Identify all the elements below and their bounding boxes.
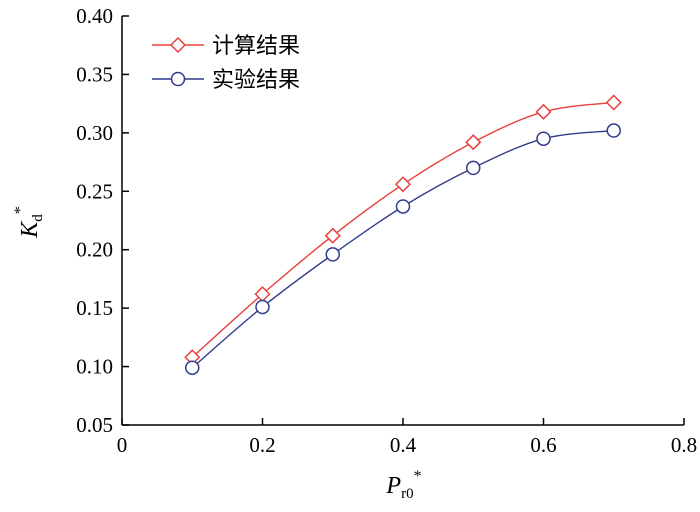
legend-marker — [169, 36, 187, 54]
axes: 0 0.2 0.4 0.6 0.8 0.05 0.10 0.15 0.20 0.25 0.30 0.3… — [76, 4, 697, 457]
data-point — [255, 299, 270, 315]
series-1 — [184, 94, 622, 366]
x-tick-label: 0.8 — [671, 433, 697, 457]
data-point — [536, 131, 551, 146]
legend-item-2: 实验结果 — [152, 68, 300, 93]
legend-label: 计算结果 — [212, 34, 300, 59]
data-point — [606, 123, 621, 138]
series-line — [191, 101, 614, 358]
x-tick-label: 0.6 — [530, 433, 556, 457]
data-point — [324, 227, 341, 244]
data-point — [466, 160, 481, 176]
data-point — [395, 199, 411, 214]
y-axis-title: Kd* — [12, 206, 46, 239]
data-point — [605, 94, 622, 111]
y-tick-label: 0.20 — [76, 238, 113, 262]
x-axis-title: Pr0* — [385, 468, 421, 502]
y-tick-label: 0.40 — [76, 4, 113, 28]
legend-marker — [170, 71, 186, 87]
series-2 — [185, 123, 621, 375]
series-line — [191, 129, 614, 369]
axis-titles: Pr0* Kd* — [12, 206, 422, 502]
data-point — [465, 134, 482, 151]
data-point — [535, 103, 552, 120]
legend-item-1: 计算结果 — [152, 34, 300, 59]
x-tick-label: 0.2 — [249, 433, 275, 457]
legend-label: 实验结果 — [212, 68, 300, 93]
y-tick-label: 0.10 — [76, 355, 113, 379]
x-tick-label: 0.4 — [390, 433, 417, 457]
y-tick-label: 0.25 — [76, 179, 113, 203]
data-point — [325, 247, 340, 262]
series-layer — [184, 94, 622, 375]
data-point — [394, 176, 412, 193]
y-tick-label: 0.30 — [76, 121, 113, 145]
data-point — [185, 360, 200, 375]
y-tick-label: 0.15 — [76, 296, 113, 320]
x-tick-label: 0 — [117, 433, 128, 457]
y-tick-label: 0.05 — [76, 413, 113, 437]
y-tick-label: 0.35 — [76, 62, 113, 86]
